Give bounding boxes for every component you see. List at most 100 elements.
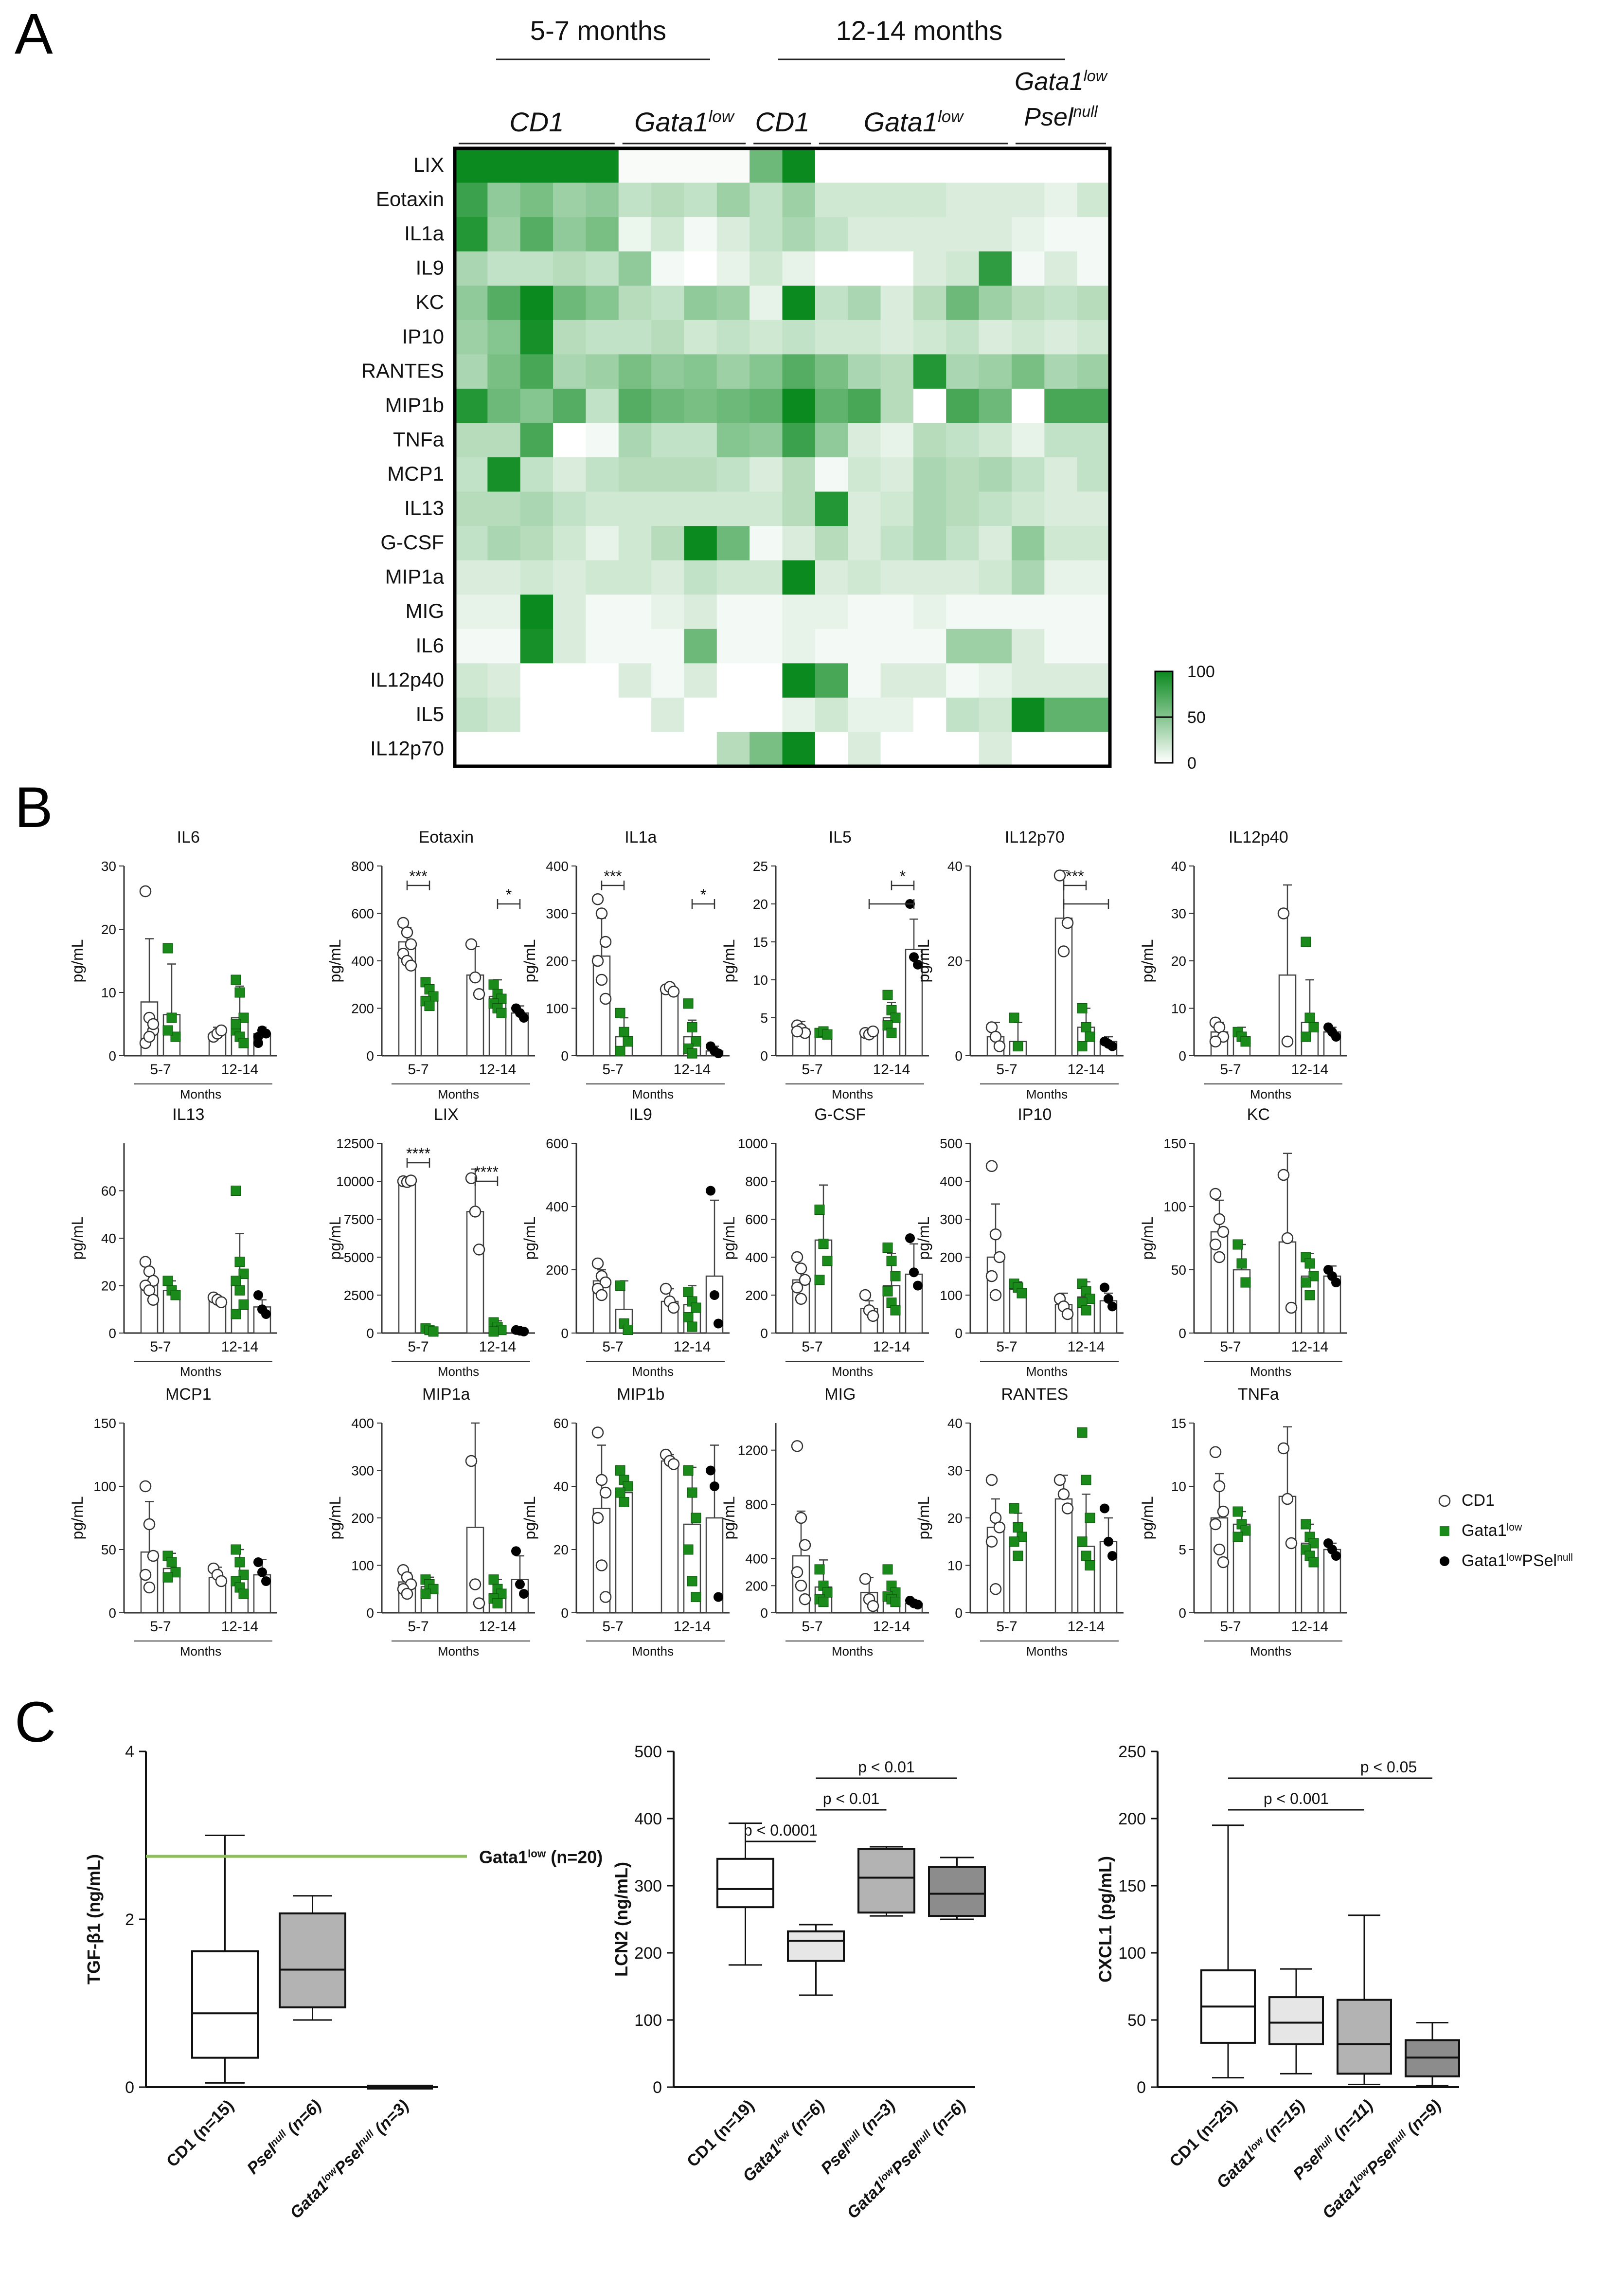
- data-point-gata1low-pselnull: [253, 1038, 263, 1048]
- heatmap-cell: [487, 595, 521, 630]
- box: [1337, 1999, 1392, 2075]
- heatmap-cell: [1077, 148, 1110, 183]
- heatmap-cell: [487, 697, 521, 733]
- significance-label: p < 0.001: [1264, 1790, 1329, 1807]
- heatmap-cell: [618, 251, 652, 286]
- heatmap-cell: [553, 491, 586, 526]
- heatmap-cell: [553, 320, 586, 355]
- heatmap-cell: [848, 629, 881, 664]
- heatmap-cell: [750, 217, 783, 252]
- significance-label: ***: [604, 867, 622, 885]
- heatmap-group-label-part: low: [1084, 67, 1108, 85]
- bar-x-label: Months: [438, 1644, 479, 1659]
- bar: [1278, 1241, 1297, 1334]
- heatmap-cell: [880, 732, 914, 767]
- heatmap-row-label: RANTES: [361, 359, 444, 382]
- heatmap-cell: [487, 148, 521, 183]
- data-point-gata1low: [882, 1286, 893, 1297]
- heatmap-cell: [455, 697, 488, 733]
- heatmap-cell: [782, 320, 816, 355]
- heatmap-cell: [520, 457, 553, 492]
- heatmap-cell: [750, 320, 783, 355]
- bar: [592, 956, 611, 1057]
- heatmap-cell: [782, 286, 816, 321]
- bar-y-tick-label: 400: [351, 1416, 374, 1431]
- heatmap-cell: [1011, 217, 1045, 252]
- data-point-gata1low: [238, 1012, 249, 1023]
- data-point-gata1low: [231, 974, 241, 985]
- bar-panel-title: G-CSF: [814, 1105, 866, 1124]
- data-point-gata1low: [1240, 1036, 1251, 1047]
- data-point-cd1: [985, 1474, 998, 1486]
- box-y-tick-label: 2: [125, 1911, 134, 1929]
- heatmap-cell: [782, 182, 816, 217]
- bar-panel-title: IL12p70: [1005, 828, 1065, 847]
- bar-y-label: pg/mL: [326, 1497, 344, 1540]
- heatmap-cell: [1044, 629, 1078, 664]
- heatmap-group-label-part: null: [1073, 103, 1098, 120]
- box: [279, 1912, 346, 2009]
- data-point-cd1: [215, 1024, 228, 1037]
- heatmap-cell: [1077, 491, 1110, 526]
- data-point-cd1: [1057, 1488, 1070, 1500]
- data-point-gata1low-pselnull: [714, 1048, 723, 1059]
- heatmap-cell: [586, 148, 619, 183]
- data-point-gata1low: [428, 1326, 439, 1337]
- heatmap-cell: [815, 491, 848, 526]
- heatmap-cell: [1011, 251, 1045, 286]
- data-point-gata1low: [615, 1465, 625, 1476]
- bar-y-tick-label: 10: [753, 973, 768, 988]
- heatmap-cell: [1044, 182, 1078, 217]
- heatmap-cell: [520, 354, 553, 389]
- heatmap-cell: [979, 148, 1012, 183]
- data-point-cd1: [791, 1251, 803, 1263]
- data-point-cd1: [599, 1591, 612, 1603]
- heatmap-cell: [651, 595, 685, 630]
- data-point-gata1low: [1301, 937, 1311, 947]
- heatmap-cell: [716, 388, 750, 424]
- heatmap-cell: [750, 629, 783, 664]
- heatmap-cell: [553, 251, 586, 286]
- bar-y-label: pg/mL: [326, 1217, 344, 1260]
- data-point-cd1: [1053, 869, 1066, 882]
- data-point-cd1: [799, 1539, 811, 1551]
- bar-panel-title: MIP1a: [422, 1385, 470, 1404]
- heatmap-cell: [487, 182, 521, 217]
- heatmap-cell: [716, 251, 750, 286]
- heatmap-cell: [684, 388, 717, 424]
- box-y-tick-label: 100: [1118, 1944, 1146, 1963]
- heatmap-cell: [979, 697, 1012, 733]
- data-point-gata1low: [822, 1029, 833, 1040]
- data-point-cd1: [1277, 1442, 1290, 1455]
- legend-label-part: low: [1507, 1522, 1522, 1533]
- data-point-cd1: [599, 1486, 612, 1499]
- data-point-gata1low: [238, 1268, 249, 1279]
- heatmap-cell: [520, 732, 553, 767]
- heatmap-cell: [553, 595, 586, 630]
- heatmap-cell: [716, 286, 750, 321]
- data-point-cd1: [401, 1587, 413, 1600]
- data-point-gata1low: [1304, 1290, 1315, 1300]
- heatmap-cell: [684, 148, 717, 183]
- data-point-gata1low: [615, 1046, 625, 1056]
- data-point-gata1low: [231, 1276, 241, 1286]
- heatmap-cell: [848, 320, 881, 355]
- bar-y-label: pg/mL: [915, 1217, 932, 1260]
- data-point-cd1: [1061, 1308, 1074, 1320]
- bar-y-tick-label: 800: [351, 859, 374, 874]
- data-point-gata1low: [623, 1325, 633, 1335]
- heatmap-cell: [1077, 732, 1110, 767]
- bar-x-tick-label: 12-14: [674, 1062, 711, 1078]
- data-point-cd1: [667, 986, 680, 998]
- bar-x-label: Months: [438, 1364, 479, 1379]
- data-point-gata1low: [1081, 1022, 1091, 1032]
- data-point-gata1low: [687, 1022, 697, 1032]
- heatmap-cell: [750, 697, 783, 733]
- heatmap-cell: [946, 182, 980, 217]
- box-plots: 0 2 4 TGF-β1 (ng/mL) CD1 (n=15) Pselnull (n=6…: [84, 1743, 1460, 2222]
- heatmap-cell: [913, 286, 946, 321]
- bar-x-tick-label: 5-7: [1220, 1062, 1241, 1078]
- data-point-gata1low: [488, 1574, 499, 1585]
- heatmap-cell: [946, 560, 980, 595]
- heatmap-cell: [782, 560, 816, 595]
